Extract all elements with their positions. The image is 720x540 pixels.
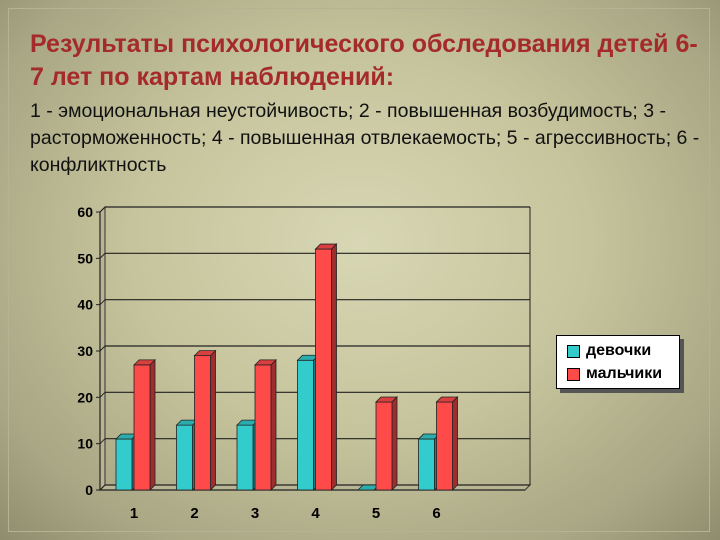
legend-label-girls: девочки: [586, 342, 652, 359]
y-tick-label: 60: [77, 204, 93, 220]
y-grid-diagonal: [99, 438, 106, 445]
legend-swatch-girls: [567, 344, 580, 358]
bar-girls-1: [115, 433, 138, 491]
bar-boys-4: [314, 243, 338, 491]
x-tick-label-6: 6: [432, 505, 440, 522]
x-tick-label-3: 3: [251, 505, 259, 522]
chart-legend: девочки мальчики: [556, 335, 680, 389]
y-tick-label: 20: [77, 389, 93, 405]
x-tick-label-1: 1: [130, 505, 138, 522]
bar-boys-2: [193, 349, 217, 491]
slide-subtitle: 1 - эмоциональная неустойчивость; 2 - по…: [30, 100, 700, 176]
y-tick-label: 50: [77, 250, 93, 266]
slide-title: Результаты психологического обследования…: [30, 30, 698, 91]
y-tick-label: 30: [77, 343, 93, 359]
y-grid-diagonal: [99, 391, 106, 398]
y-grid-diagonal: [99, 484, 106, 491]
y-tick-label: 40: [77, 297, 93, 313]
y-grid-diagonal: [99, 345, 106, 352]
legend-swatch-boys: [567, 367, 580, 381]
legend-label-boys: мальчики: [586, 365, 663, 382]
x-tick-label-4: 4: [311, 505, 320, 522]
legend-item-girls: девочки: [567, 341, 651, 361]
y-tick-label: 10: [77, 436, 93, 452]
y-grid-diagonal: [99, 299, 106, 306]
slide-frame: [8, 8, 710, 532]
y-tick-label: 0: [85, 482, 93, 498]
y-grid-diagonal: [99, 252, 106, 259]
x-tick-label-2: 2: [190, 505, 198, 522]
bar-boys-6: [435, 396, 459, 491]
bar-boys-1: [133, 358, 156, 491]
bar-boys-3: [254, 358, 277, 491]
x-tick-label-5: 5: [372, 505, 380, 522]
bar-boys-5: [375, 396, 398, 491]
y-grid-diagonal: [99, 206, 106, 213]
legend-item-boys: мальчики: [567, 364, 662, 384]
